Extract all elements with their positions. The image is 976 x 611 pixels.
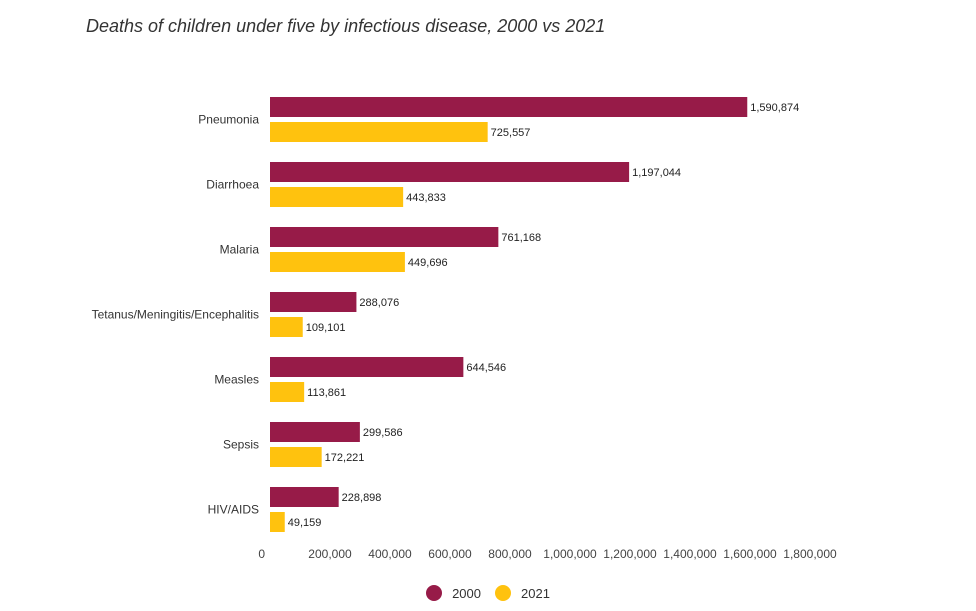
category-label-malaria: Malaria <box>220 243 260 257</box>
bar-pneumonia-2000[interactable] <box>270 97 748 117</box>
legend-swatch-2000 <box>426 585 443 601</box>
bar-sepsis-2021[interactable] <box>270 447 322 467</box>
x-tick-label: 0 <box>258 547 265 561</box>
bar-malaria-2021[interactable] <box>270 252 405 272</box>
legend-item-2000[interactable]: 2000 <box>426 585 481 601</box>
x-tick-label: 1,600,000 <box>723 547 777 561</box>
data-label-measles-2000: 644,546 <box>466 362 506 374</box>
chart-title: Deaths of children under five by infecti… <box>86 16 606 36</box>
x-tick-label: 1,200,000 <box>603 547 657 561</box>
category-label-diarrhoea: Diarrhoea <box>206 178 259 192</box>
x-tick-label: 400,000 <box>368 547 412 561</box>
data-label-pneumonia-2021: 725,557 <box>491 127 531 139</box>
x-tick-label: 200,000 <box>308 547 352 561</box>
data-label-diarrhoea-2021: 443,833 <box>406 192 446 204</box>
data-label-tetanus-meningitis-encephalitis-2021: 109,101 <box>306 322 346 334</box>
bar-measles-2021[interactable] <box>270 382 305 402</box>
x-tick-label: 1,400,000 <box>663 547 717 561</box>
data-label-hiv-aids-2000: 228,898 <box>342 492 382 504</box>
data-label-malaria-2000: 761,168 <box>501 232 541 244</box>
bar-tetanus-meningitis-encephalitis-2021[interactable] <box>270 317 303 337</box>
category-label-measles: Measles <box>214 373 259 387</box>
data-label-malaria-2021: 449,696 <box>408 257 448 269</box>
data-label-pneumonia-2000: 1,590,874 <box>750 102 799 114</box>
category-label-tetanus-meningitis-encephalitis: Tetanus/Meningitis/Encephalitis <box>92 308 259 322</box>
x-tick-label: 800,000 <box>488 547 532 561</box>
bar-diarrhoea-2021[interactable] <box>270 187 404 207</box>
data-label-measles-2021: 113,861 <box>307 387 346 399</box>
data-label-sepsis-2000: 299,586 <box>363 427 403 439</box>
category-label-hiv-aids: HIV/AIDS <box>208 503 259 517</box>
data-label-hiv-aids-2021: 49,159 <box>288 517 322 529</box>
data-label-sepsis-2021: 172,221 <box>325 452 365 464</box>
data-label-tetanus-meningitis-encephalitis-2000: 288,076 <box>359 297 399 309</box>
bar-pneumonia-2021[interactable] <box>270 122 488 142</box>
x-tick-label: 1,000,000 <box>543 547 597 561</box>
legend: 2000 2021 <box>0 585 976 601</box>
category-label-pneumonia: Pneumonia <box>198 113 259 127</box>
legend-swatch-2021 <box>495 585 511 601</box>
legend-label-2000: 2000 <box>452 585 481 601</box>
bar-hiv-aids-2021[interactable] <box>270 512 285 532</box>
legend-label-2021: 2021 <box>521 585 550 601</box>
data-label-diarrhoea-2000: 1,197,044 <box>632 167 681 179</box>
bar-measles-2000[interactable] <box>270 357 464 377</box>
category-label-sepsis: Sepsis <box>223 438 259 452</box>
x-tick-label: 600,000 <box>428 547 472 561</box>
x-tick-label: 1,800,000 <box>783 547 837 561</box>
bar-sepsis-2000[interactable] <box>270 422 360 442</box>
bar-tetanus-meningitis-encephalitis-2000[interactable] <box>270 292 357 312</box>
legend-item-2021[interactable]: 2021 <box>495 585 550 601</box>
bar-malaria-2000[interactable] <box>270 227 499 247</box>
bar-diarrhoea-2000[interactable] <box>270 162 630 182</box>
bar-hiv-aids-2000[interactable] <box>270 487 339 507</box>
